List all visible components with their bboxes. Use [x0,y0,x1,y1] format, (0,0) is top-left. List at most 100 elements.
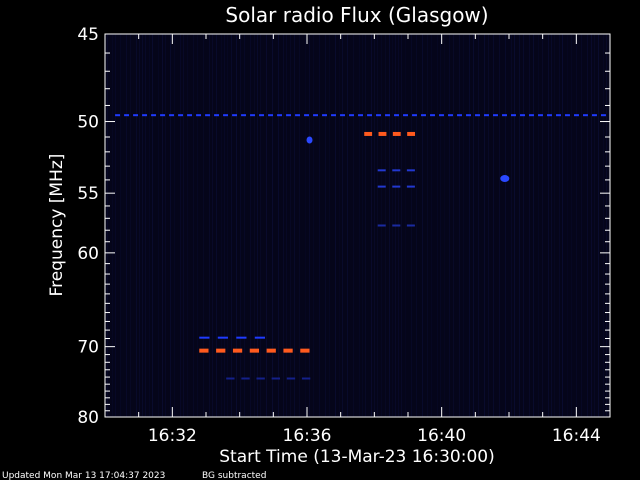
bg-stripe [359,34,360,417]
footer-bg-note: BG subtracted [202,471,266,480]
bg-stripe [286,34,287,417]
footer-updated: Updated Mon Mar 13 17:04:37 2023 [2,471,165,480]
bg-stripe [567,34,568,417]
bg-stripe [488,34,489,417]
bg-stripe [533,34,534,417]
bg-stripe [362,34,363,417]
strong-band-50.8-segment [407,131,416,136]
bg-stripe [174,34,175,417]
blue-line-49.6-segment [196,114,202,117]
bg-stripe [473,34,474,417]
strong-band-70.5-segment [216,348,226,353]
bg-stripe [299,34,300,417]
blue-line-49.6-segment [565,114,570,117]
bg-stripe [427,34,428,417]
bg-stripe [422,34,423,417]
blue-line-49.6-segment [547,114,552,117]
bg-stripe [149,34,150,417]
bg-stripe [240,34,241,417]
blue-line-49.6-segment [502,114,507,117]
background-stripes [107,34,607,417]
blue-line-49.6-segment [385,114,390,117]
blue-line-49.6-segment [223,114,229,117]
bg-stripe [193,34,194,417]
bg-stripe [529,34,530,417]
blue-line-49.6-segment [493,114,498,117]
blue-line-49.6-segment [232,114,238,117]
bg-stripe [598,34,599,417]
plot-frame [104,33,611,418]
bg-stripe [329,34,330,417]
blue-line-49.6-segment [520,114,525,117]
blue-band-69-segment [199,336,210,339]
bg-stripe [444,34,445,417]
bg-stripe [254,34,255,417]
blue-band-74-segment [286,377,296,380]
blue-band-57.6-segment [406,224,415,227]
bg-stripe [203,34,204,417]
bg-stripe [107,34,108,417]
blue-line-49.6-segment [160,114,166,117]
bg-stripe [250,34,251,417]
x-axis-title: Start Time (13-Mar-23 16:30:00) [219,447,494,467]
bg-stripe [571,34,572,417]
bg-stripe [548,34,549,417]
blue-line-49.6-segment [142,114,148,117]
bg-stripe [437,34,438,417]
bg-stripe [594,34,595,417]
blue-line-49.6-segment [241,114,247,117]
blue-band-74-segment [256,377,265,380]
blue-line-49.6-segment [286,114,292,117]
blue-line-49.6-segment [277,114,283,117]
bg-stripe [130,34,131,417]
blue-band-53-segment [392,169,401,172]
bg-stripe [538,34,539,417]
bg-stripe [162,34,163,417]
strong-band-70.5-segment [266,348,276,353]
blue-line-49.6-segment [358,114,363,117]
blue-line-49.6-segment [115,114,121,117]
bg-stripe [112,34,113,417]
blue-line-49.6-segment [556,114,561,117]
bg-stripe [469,34,470,417]
bg-stripe [493,34,494,417]
blue-band-74-segment [241,377,250,380]
chart-title: Solar radio Flux (Glasgow) [225,3,488,27]
blue-line-49.6-segment [448,114,453,117]
x-tick-label: 16:44 [552,426,601,446]
blue-line-49.6-segment [439,114,444,117]
blue-band-57.6-segment [377,224,386,227]
bg-stripe [272,34,273,417]
bg-stripe [401,34,402,417]
blue-blob-54 [500,175,510,183]
blue-dot-51.2 [306,136,313,144]
blue-line-49.6-segment [268,114,274,117]
bg-stripe [305,34,306,417]
bg-stripe [576,34,577,417]
bg-stripe [136,34,137,417]
y-tick-label: 60 [77,244,99,264]
bg-stripe [523,34,524,417]
bg-stripe [554,34,555,417]
bg-stripe [197,34,198,417]
x-tick-label: 16:32 [148,426,197,446]
bg-stripe [126,34,127,417]
blue-band-53-segment [406,169,415,172]
blue-line-49.6-segment [376,114,381,117]
blue-line-49.6-segment [169,114,175,117]
blue-band-54.5-segment [392,185,401,188]
bg-stripe [353,34,354,417]
bg-stripe [170,34,171,417]
blue-line-49.6-segment [592,114,597,117]
blue-band-69-segment [217,336,228,339]
bg-stripe [283,34,284,417]
x-tick-label: 16:36 [283,426,332,446]
blue-line-49.6-segment [412,114,417,117]
bg-stripe [581,34,582,417]
blue-band-57.6-segment [392,224,401,227]
bg-stripe [260,34,261,417]
blue-line-49.6-segment [349,114,355,117]
y-tick-label: 70 [77,338,99,358]
bg-stripe [587,34,588,417]
strong-band-70.5-segment [300,348,310,353]
